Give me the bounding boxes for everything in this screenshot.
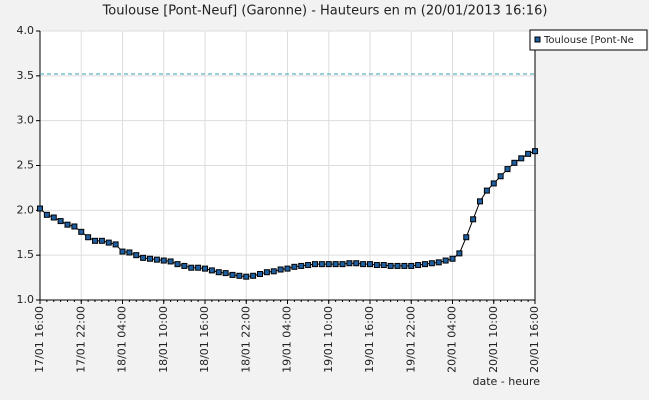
data-point xyxy=(325,261,332,268)
data-point xyxy=(470,216,477,223)
y-tick-label: 4.0 xyxy=(17,24,35,37)
data-point xyxy=(37,205,43,212)
data-point xyxy=(504,166,511,173)
data-point xyxy=(119,248,126,255)
data-point xyxy=(71,223,78,230)
data-point xyxy=(332,261,339,268)
data-point xyxy=(85,234,92,241)
data-point xyxy=(208,267,215,274)
data-point xyxy=(380,262,387,269)
data-point xyxy=(243,273,250,280)
y-tick-label: 1.0 xyxy=(17,293,35,306)
x-tick-label: 18/01 04:00 xyxy=(116,306,129,373)
data-point xyxy=(174,261,181,268)
x-tick-label: 19/01 16:00 xyxy=(363,306,376,373)
data-point xyxy=(250,272,257,279)
data-point xyxy=(518,155,525,162)
y-tick-label: 2.0 xyxy=(17,203,35,216)
data-point xyxy=(305,262,312,269)
data-point xyxy=(477,198,483,205)
data-point xyxy=(153,256,160,263)
data-point xyxy=(312,261,318,268)
data-point xyxy=(291,263,298,270)
data-point xyxy=(181,262,188,269)
data-point xyxy=(78,228,85,235)
data-point xyxy=(64,221,71,228)
x-tick-label: 18/01 10:00 xyxy=(157,306,170,373)
data-point xyxy=(270,268,277,275)
x-tick-label: 19/01 10:00 xyxy=(322,306,335,373)
data-point xyxy=(160,257,167,264)
y-tick-label: 3.5 xyxy=(17,69,35,82)
data-point xyxy=(112,241,119,248)
legend-label: Toulouse [Pont-Ne xyxy=(543,35,634,46)
x-tick-label: 19/01 22:00 xyxy=(404,306,417,373)
data-point xyxy=(98,237,105,244)
data-point xyxy=(483,187,490,194)
data-point xyxy=(284,265,291,272)
y-tick-label: 1.5 xyxy=(17,248,35,261)
x-tick-label: 19/01 04:00 xyxy=(281,306,294,373)
data-point xyxy=(435,259,442,266)
data-point xyxy=(92,237,98,244)
data-point xyxy=(463,234,470,241)
x-tick-label: 20/01 04:00 xyxy=(446,306,459,373)
x-tick-label: 17/01 22:00 xyxy=(74,306,87,373)
data-point xyxy=(353,260,360,267)
data-point xyxy=(360,261,367,268)
data-point xyxy=(147,255,153,262)
data-point xyxy=(456,250,463,257)
data-point xyxy=(263,269,270,276)
data-point xyxy=(532,148,538,155)
data-point xyxy=(511,159,518,166)
data-point xyxy=(140,254,147,261)
data-point xyxy=(373,262,380,269)
data-point xyxy=(236,272,243,279)
data-point xyxy=(346,260,353,267)
data-point xyxy=(105,239,112,246)
x-tick-label: 18/01 16:00 xyxy=(198,306,211,373)
data-point xyxy=(525,150,532,157)
data-point xyxy=(408,262,415,269)
y-tick-label: 2.5 xyxy=(17,159,35,172)
x-tick-label: 20/01 16:00 xyxy=(528,306,541,373)
data-point xyxy=(422,261,428,268)
data-point xyxy=(339,261,346,268)
data-point xyxy=(57,218,64,225)
x-tick-label: 17/01 16:00 xyxy=(33,306,46,373)
data-point xyxy=(222,270,229,277)
legend-marker xyxy=(534,36,541,43)
y-tick-label: 3.0 xyxy=(17,114,35,127)
x-tick-label: 20/01 10:00 xyxy=(487,306,500,373)
data-point xyxy=(195,264,202,271)
data-point xyxy=(497,173,504,180)
data-point xyxy=(229,271,236,278)
data-point xyxy=(50,214,57,221)
data-point xyxy=(415,262,422,269)
data-point xyxy=(367,261,373,268)
data-point xyxy=(442,257,449,264)
data-point xyxy=(43,211,50,218)
data-point xyxy=(202,265,208,272)
data-point xyxy=(257,270,263,277)
legend-box xyxy=(529,29,648,51)
data-point xyxy=(167,258,174,265)
data-point xyxy=(188,264,195,271)
data-point xyxy=(215,269,222,276)
data-point xyxy=(394,262,401,269)
data-point xyxy=(133,252,140,259)
data-point xyxy=(277,266,284,273)
x-tick-label: 18/01 22:00 xyxy=(239,306,252,373)
x-axis-label: date - heure xyxy=(472,375,540,388)
data-point xyxy=(126,249,133,256)
data-point xyxy=(401,262,408,269)
data-point xyxy=(387,262,394,269)
chart-title: Toulouse [Pont-Neuf] (Garonne) - Hauteur… xyxy=(102,4,548,19)
data-point xyxy=(449,255,456,262)
data-point xyxy=(490,180,497,187)
data-point xyxy=(298,262,305,269)
data-point xyxy=(318,261,325,268)
data-point xyxy=(428,260,435,267)
